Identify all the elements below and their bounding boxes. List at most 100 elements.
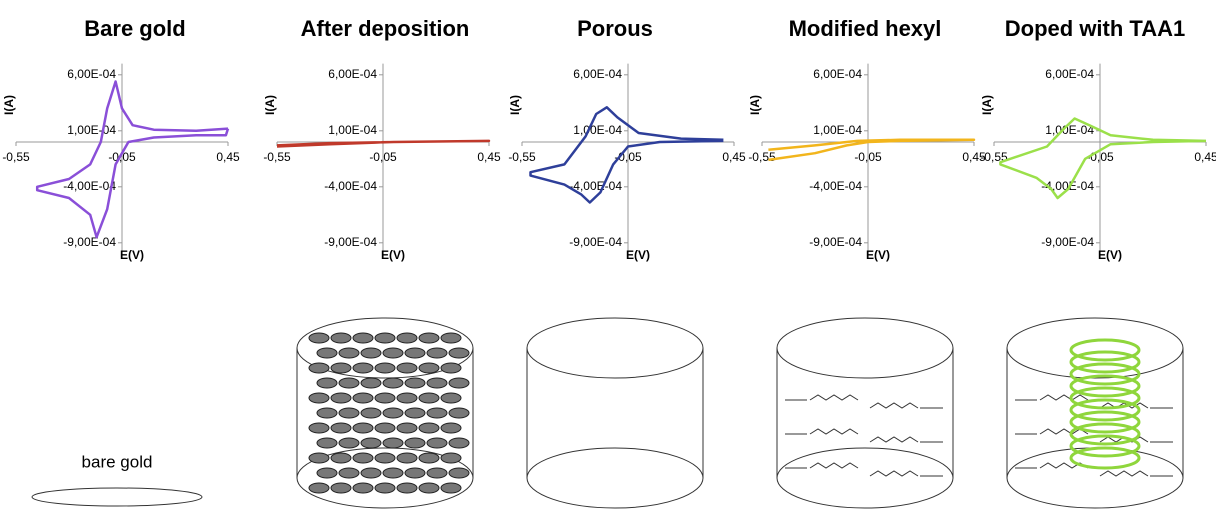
x-axis-label: E(V) (626, 248, 650, 262)
micelle (440, 362, 462, 374)
micelle (338, 347, 360, 359)
micelle (418, 392, 440, 404)
y-tick-label: -4,00E-04 (324, 179, 377, 193)
micelle (418, 332, 440, 344)
micelle (338, 377, 360, 389)
micelle (316, 407, 338, 419)
chart-title: Doped with TAA1 (1005, 16, 1185, 41)
x-tick-label: 0,45 (477, 150, 501, 164)
micelle (426, 437, 448, 449)
micelle (448, 377, 470, 389)
micelle (396, 392, 418, 404)
spring-coil (1069, 422, 1141, 446)
micelle (396, 332, 418, 344)
y-tick-label: 6,00E-04 (1045, 67, 1094, 81)
cylinder-bottom (526, 477, 704, 509)
micelle (330, 482, 352, 494)
micelle (338, 467, 360, 479)
micelle (448, 407, 470, 419)
gold-disk (31, 487, 203, 507)
micelle (404, 437, 426, 449)
micelle (308, 362, 330, 374)
y-tick-label: 1,00E-04 (813, 123, 862, 137)
cv-curve (276, 139, 491, 148)
y-tick-label: 6,00E-04 (67, 67, 116, 81)
micelle (308, 482, 330, 494)
micelle (440, 452, 462, 464)
cylinder-top (776, 317, 954, 379)
cylinder-top (526, 317, 704, 379)
x-tick-label: -0,55 (263, 150, 291, 164)
spring-coil (1069, 398, 1141, 422)
micelle (308, 452, 330, 464)
micelle (352, 452, 374, 464)
y-tick-label: 6,00E-04 (573, 67, 622, 81)
micelle (360, 347, 382, 359)
y-tick-label: 1,00E-04 (573, 123, 622, 137)
micelle (308, 422, 330, 434)
micelle (316, 437, 338, 449)
micelle (360, 407, 382, 419)
cylinder-bottom-back (1006, 447, 1184, 479)
chart-title: Modified hexyl (789, 16, 942, 41)
micelle (330, 362, 352, 374)
hexyl-chain (869, 402, 919, 409)
micelle (404, 407, 426, 419)
micelle (308, 332, 330, 344)
micelle (374, 362, 396, 374)
micelle (426, 467, 448, 479)
hexyl-chain (809, 394, 859, 401)
x-tick-label: -0,05 (854, 150, 882, 164)
x-axis-label: E(V) (381, 248, 405, 262)
y-tick-label: -4,00E-04 (1041, 179, 1094, 193)
micelle (316, 347, 338, 359)
x-tick-label: -0,55 (748, 150, 776, 164)
micelle (374, 482, 396, 494)
charts: Bare gold 6,00E-04 1,00E-04 -4,00E-04 -9,00E… (2, 16, 1216, 262)
hexyl-chain (809, 462, 859, 469)
micelle (448, 467, 470, 479)
y-axis-label: I(A) (980, 95, 994, 115)
y-tick-label: -9,00E-04 (809, 235, 862, 249)
micelle (338, 437, 360, 449)
micelle (418, 362, 440, 374)
spring-coil (1069, 434, 1141, 458)
micelle (330, 392, 352, 404)
micelle (396, 452, 418, 464)
cv-chart: Modified hexyl 6,00E-04 1,00E-04 -4,00E-04 -… (748, 16, 986, 262)
diagrams: bare gold (31, 317, 1184, 509)
y-tick-label: 1,00E-04 (67, 123, 116, 137)
micelle (374, 452, 396, 464)
micelle (448, 437, 470, 449)
spring-coil (1069, 338, 1141, 362)
micelle (352, 422, 374, 434)
hexyl-chain (869, 470, 919, 477)
x-tick-label: 0,45 (722, 150, 746, 164)
x-tick-label: 0,45 (962, 150, 986, 164)
micelle (404, 467, 426, 479)
y-axis-label: I(A) (748, 95, 762, 115)
micelle (448, 347, 470, 359)
x-axis-label: E(V) (120, 248, 144, 262)
y-tick-label: 6,00E-04 (328, 67, 377, 81)
cv-chart: Doped with TAA1 6,00E-04 1,00E-04 -4,00E-04… (980, 16, 1216, 262)
x-axis-label: E(V) (1098, 248, 1122, 262)
micelle (330, 422, 352, 434)
micelle (396, 422, 418, 434)
cylinder-bottom (296, 477, 474, 509)
y-axis-label: I(A) (263, 95, 277, 115)
y-axis-label: I(A) (2, 95, 16, 115)
cylinder-bottom (1006, 477, 1184, 509)
micelle (382, 347, 404, 359)
hexyl-chain (1099, 470, 1149, 477)
micelle (382, 467, 404, 479)
y-tick-label: -9,00E-04 (1041, 235, 1094, 249)
spring-coil (1069, 446, 1141, 470)
chart-title: Bare gold (84, 16, 185, 41)
micelle (374, 392, 396, 404)
micelle (360, 437, 382, 449)
y-tick-label: -4,00E-04 (809, 179, 862, 193)
cv-curve (999, 117, 1207, 200)
micelle (374, 332, 396, 344)
y-axis-label: I(A) (508, 95, 522, 115)
